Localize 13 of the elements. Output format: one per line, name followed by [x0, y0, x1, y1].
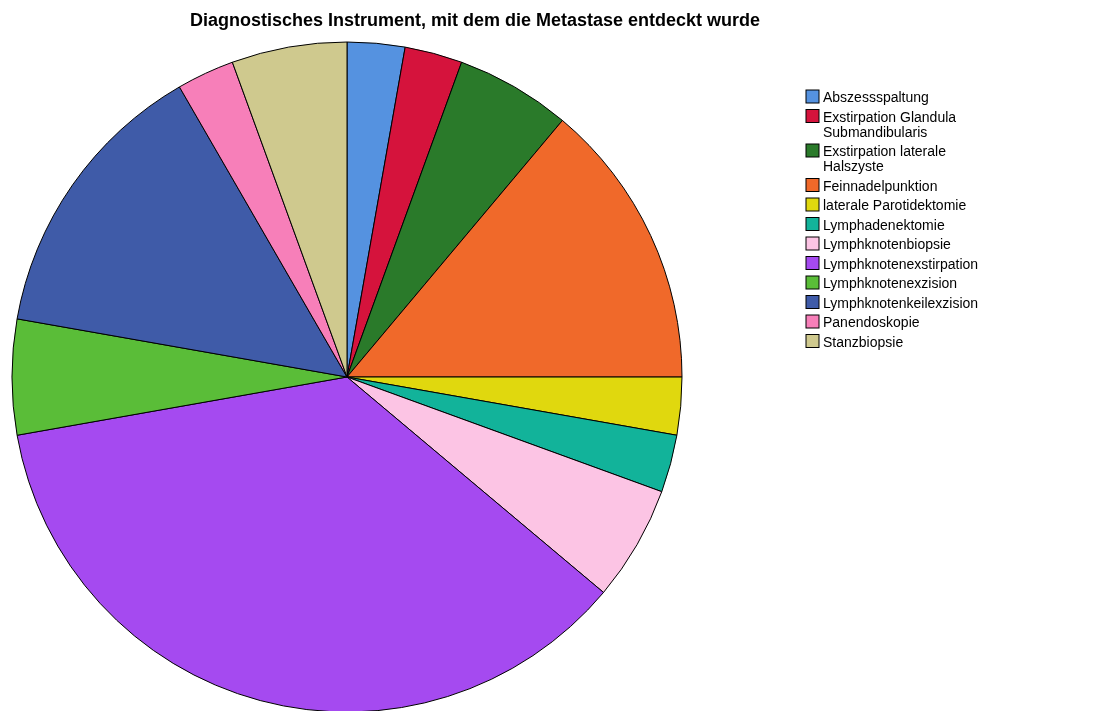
- chart-title: Diagnostisches Instrument, mit dem die Metastase entdeckt wurde: [189, 10, 761, 30]
- legend-label: Abszessspaltung: [823, 89, 929, 105]
- legend-label: Stanzbiopsie: [823, 333, 904, 350]
- legend-label: Panendoskopie: [823, 314, 920, 330]
- legend-label: Lymphknotenexzision: [823, 275, 958, 291]
- legend-label: Lymphadenektomie: [823, 216, 945, 233]
- legend-label: Lymphknotenexstirpation: [823, 255, 979, 272]
- legend-label: Feinnadelpunktion: [823, 177, 938, 194]
- legend-label: laterale Parotidektomie: [823, 197, 967, 213]
- legend-label: Lymphknotenkeilexzision: [823, 294, 979, 311]
- legend-label: Exstirpation Glandula Submandibularis: [823, 108, 957, 140]
- legend-label: Lymphknotenbiopsie: [823, 236, 952, 252]
- legend-label: Exstirpation laterale Halszyste: [823, 143, 947, 174]
